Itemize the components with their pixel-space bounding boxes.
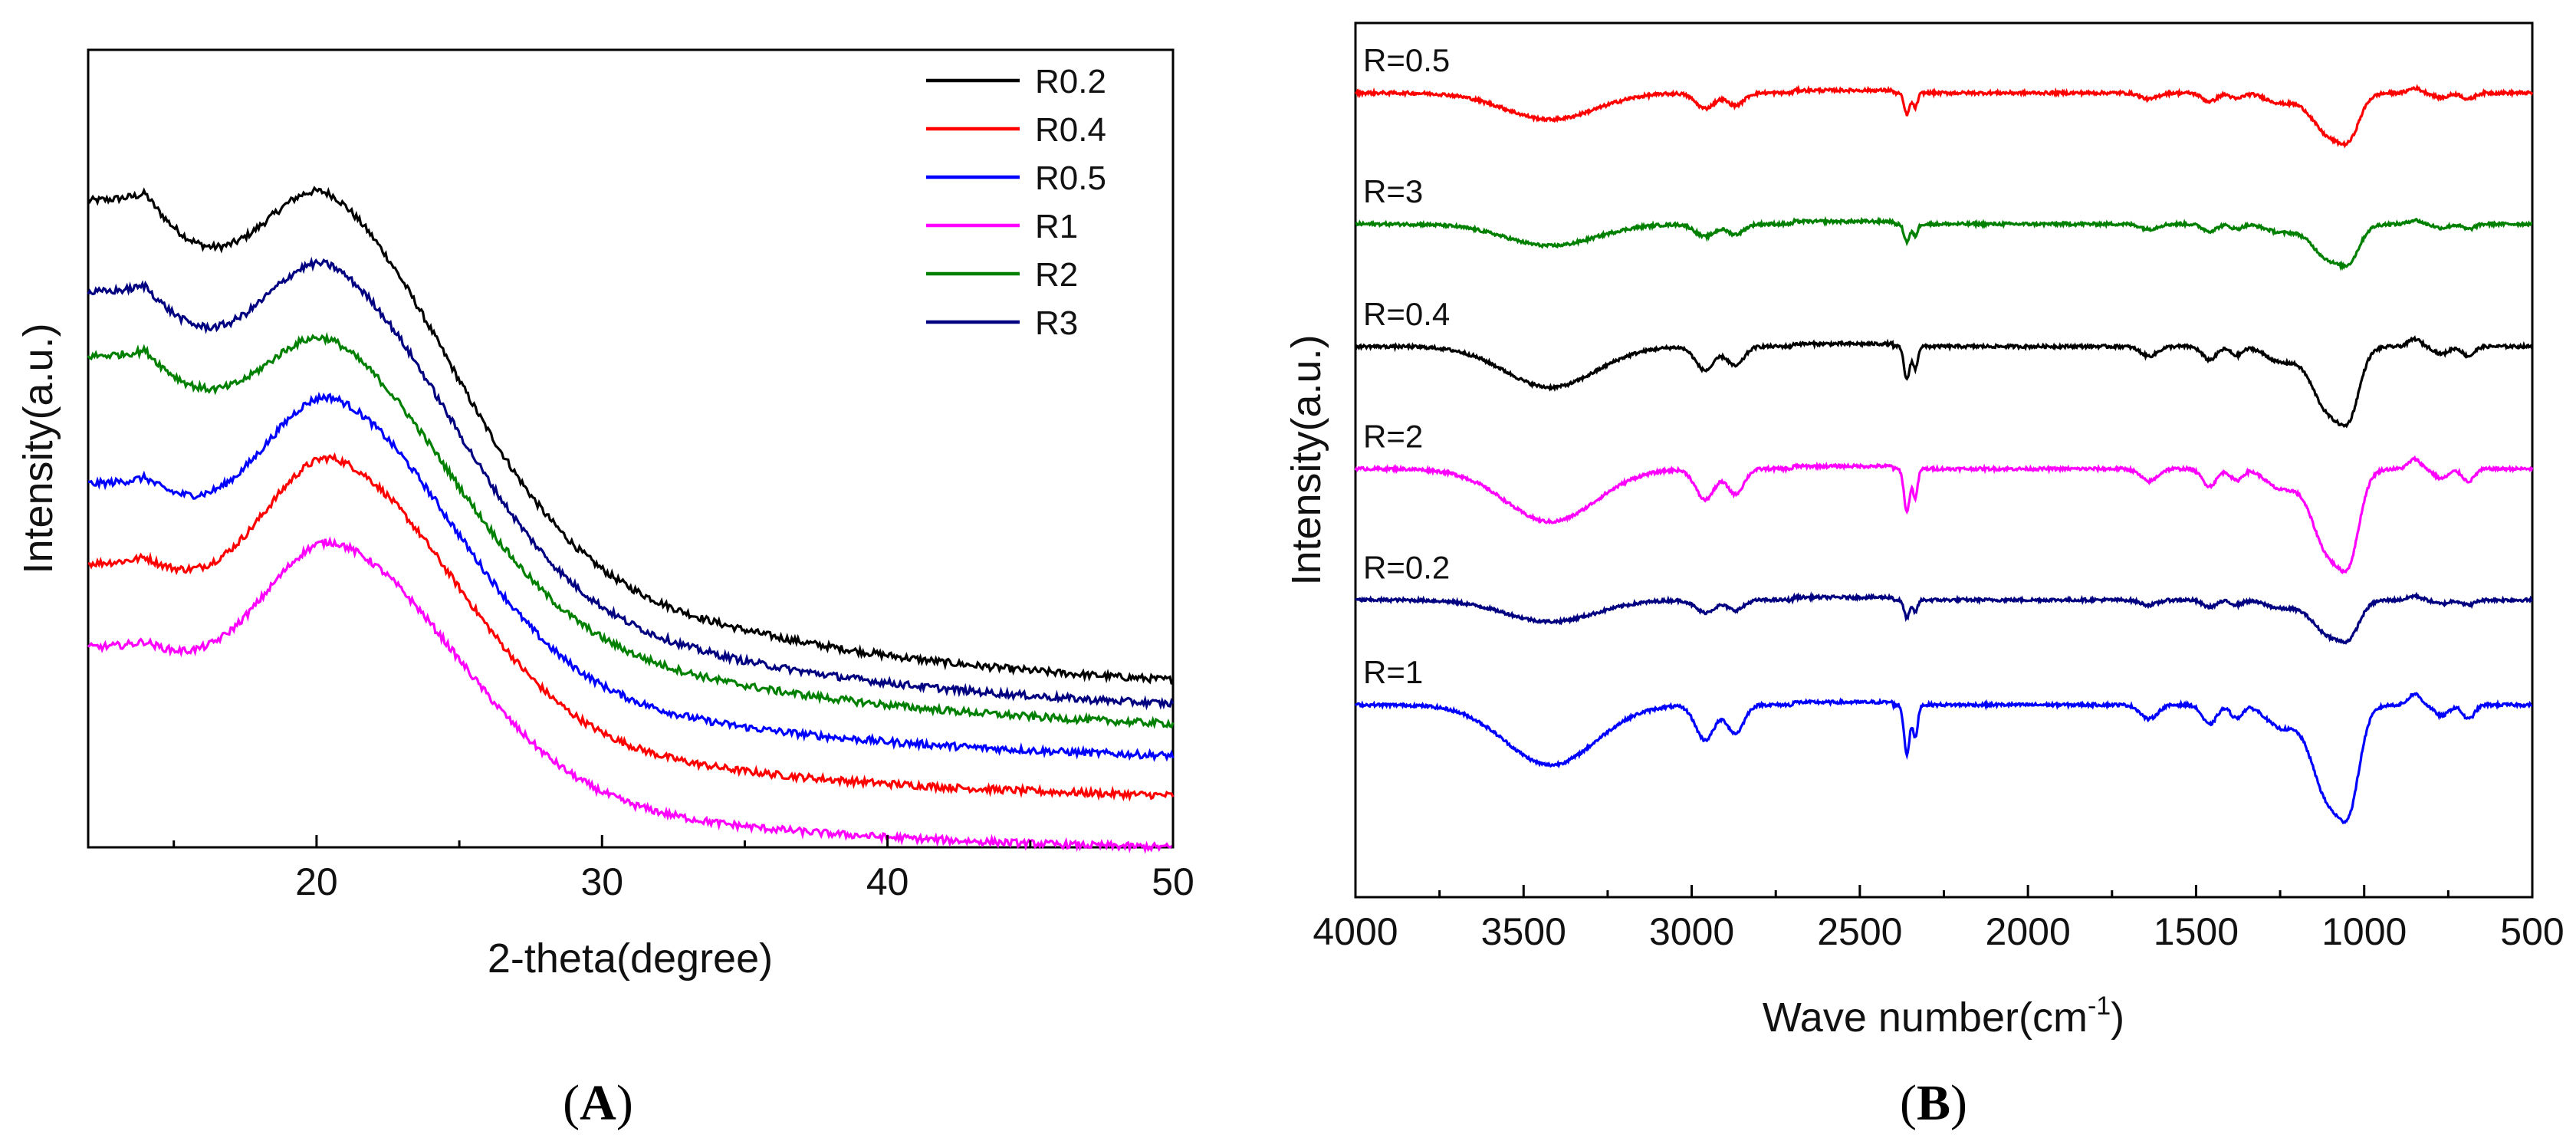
panel-b-series-label: R=1 (1363, 654, 1423, 690)
panel-b-x-tick-label: 1000 (2321, 910, 2407, 953)
panel-b: 4000 3500 3000 2500 2000 1500 1000 500 R=0.5 R=3… (1283, 21, 2564, 1131)
panel-a-series-line-R3 (87, 256, 1175, 711)
panel-b-series-line-R=0.4 (1354, 335, 2534, 429)
panel-b-x-tick-label: 3000 (1649, 910, 1734, 953)
panel-a-legend-label: R1 (1035, 208, 1078, 245)
panel-a-caption-close: ) (616, 1075, 633, 1131)
panel-a-series-line-R0.2 (87, 186, 1174, 685)
panel-b-x-tick-label: 2500 (1817, 910, 1902, 953)
panel-a-caption-open: ( (563, 1075, 580, 1131)
panel-b-series-label: R=2 (1363, 418, 1423, 454)
panel-a-legend-label: R2 (1035, 256, 1078, 294)
panel-b-x-tick-label: 2000 (1986, 910, 2071, 953)
panel-a: 20 30 40 50 R0.2 R0.4 R0.5 R1 R2 R3 2-theta(degr… (15, 48, 1194, 1131)
panel-b-y-axis-title: Intensity(a.u.) (1283, 334, 1329, 585)
panel-b-caption-close: ) (1950, 1075, 1967, 1131)
panel-b-series-labels: R=0.5 R=3 R=0.4 R=2 R=0.2 R=1 (1363, 42, 1450, 690)
panel-a-series-line-R0.5 (87, 391, 1175, 762)
panel-b-x-axis-title-sup: -1 (2088, 991, 2111, 1021)
panel-b-caption-letter: B (1917, 1075, 1950, 1131)
panel-b-x-axis-title: Wave number(cm-1) (1763, 991, 2124, 1041)
panel-b-x-tick-label: 4000 (1313, 910, 1398, 953)
panel-a-series-line-R0.4 (87, 452, 1175, 802)
panel-a-x-tick-label: 30 (580, 860, 623, 903)
panel-a-legend-label: R0.2 (1035, 63, 1106, 100)
panel-a-caption-letter: A (580, 1075, 616, 1131)
panel-b-x-axis-title-end: ) (2111, 995, 2124, 1041)
panel-a-x-tick-label: 20 (295, 860, 338, 903)
panel-b-series-line-R=0.5 (1355, 84, 2534, 149)
panel-a-curves (87, 186, 1175, 854)
panel-a-x-tick-label: 40 (866, 860, 909, 903)
panel-a-series-line-R2 (87, 331, 1175, 729)
panel-b-x-tick-label: 500 (2500, 910, 2564, 953)
panel-a-legend-label: R3 (1035, 304, 1078, 342)
panel-b-x-tick-label: 3500 (1481, 910, 1566, 953)
panel-b-series-label: R=0.2 (1363, 549, 1450, 585)
panel-b-caption-open: ( (1900, 1075, 1917, 1131)
panel-a-legend: R0.2 R0.4 R0.5 R1 R2 R3 (926, 63, 1106, 342)
panel-b-x-ticks: 4000 3500 3000 2500 2000 1500 1000 500 (1313, 885, 2564, 953)
panel-b-series-label: R=0.5 (1363, 42, 1450, 78)
panel-b-curves (1354, 84, 2534, 825)
panel-b-series-line-R=1 (1354, 692, 2533, 825)
panel-a-x-axis-title: 2-theta(degree) (488, 935, 773, 982)
panel-a-y-axis-title: Intensity(a.u.) (15, 323, 61, 574)
panel-a-caption: (A) (563, 1075, 633, 1131)
panel-b-plot-frame (1354, 21, 2534, 899)
panel-b-series-label: R=0.4 (1363, 296, 1450, 332)
panel-a-x-tick-label: 50 (1152, 860, 1194, 903)
panel-b-x-axis-title-main: Wave number(cm (1763, 995, 2088, 1041)
panel-b-series-label: R=3 (1363, 173, 1423, 209)
panel-a-plot-frame (87, 48, 1175, 849)
panel-b-series-line-R=3 (1355, 215, 2533, 271)
panel-b-series-line-R=2 (1354, 455, 2534, 574)
panel-b-series-line-R=0.2 (1354, 590, 2533, 645)
panel-b-caption: (B) (1900, 1075, 1967, 1131)
panel-a-legend-label: R0.4 (1035, 111, 1106, 149)
panel-a-legend-label: R0.5 (1035, 159, 1106, 197)
panel-a-x-ticks: 20 30 40 50 (172, 835, 1194, 903)
panel-a-series-line-R1 (87, 535, 1174, 854)
panel-b-x-tick-label: 1500 (2154, 910, 2239, 953)
